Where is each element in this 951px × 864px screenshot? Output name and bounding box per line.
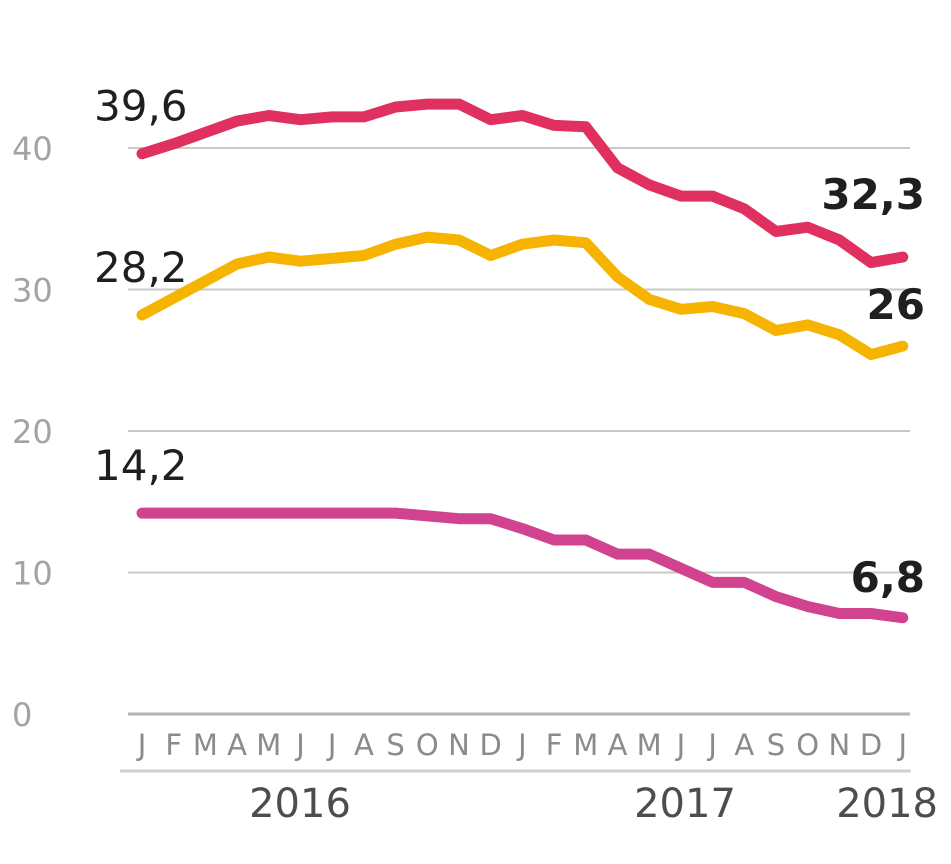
series-line-2 <box>136 507 909 624</box>
x-year-label-2017: 2017 <box>634 781 736 827</box>
series-end-label-2: 6,8 <box>851 553 925 602</box>
y-tick-label-40: 40 <box>12 130 53 168</box>
y-tick-label-10: 10 <box>12 555 53 593</box>
x-tick-month-3: A <box>227 728 247 762</box>
x-tick-month-7: A <box>354 728 374 762</box>
x-tick-month-5: J <box>294 728 305 762</box>
x-tick-month-6: J <box>326 728 337 762</box>
series-end-label-0: 32,3 <box>821 170 925 219</box>
x-tick-month-18: J <box>706 728 717 762</box>
series-start-label-2: 14,2 <box>94 441 188 490</box>
x-tick-month-12: J <box>516 728 527 762</box>
x-tick-month-19: A <box>734 728 754 762</box>
x-tick-month-8: S <box>386 728 404 762</box>
x-tick-month-4: M <box>256 728 281 762</box>
series-start-label-1: 28,2 <box>94 243 188 292</box>
y-tick-label-20: 20 <box>12 413 53 451</box>
x-tick-month-17: J <box>675 728 686 762</box>
series-start-label-0: 39,6 <box>94 82 188 131</box>
x-tick-month-1: F <box>165 728 182 762</box>
y-tick-label-0: 0 <box>12 696 32 734</box>
x-year-label-2018: 2018 <box>836 781 938 827</box>
x-tick-month-24: J <box>897 728 908 762</box>
x-tick-month-14: M <box>573 728 598 762</box>
x-tick-month-9: O <box>416 728 439 762</box>
x-tick-month-23: D <box>860 728 882 762</box>
series-line-1 <box>136 231 909 361</box>
x-tick-month-0: J <box>136 728 147 762</box>
x-tick-month-13: F <box>546 728 563 762</box>
x-tick-month-15: A <box>608 728 628 762</box>
x-year-label-2016: 2016 <box>249 781 351 827</box>
x-tick-month-22: N <box>829 728 851 762</box>
x-tick-month-21: O <box>796 728 819 762</box>
x-tick-month-2: M <box>193 728 218 762</box>
x-tick-month-10: N <box>448 728 470 762</box>
x-tick-month-11: D <box>480 728 502 762</box>
series-line-0 <box>136 98 909 269</box>
y-tick-label-30: 30 <box>12 272 53 310</box>
series-end-label-1: 26 <box>867 280 925 329</box>
x-tick-month-16: M <box>637 728 662 762</box>
x-tick-month-20: S <box>767 728 785 762</box>
